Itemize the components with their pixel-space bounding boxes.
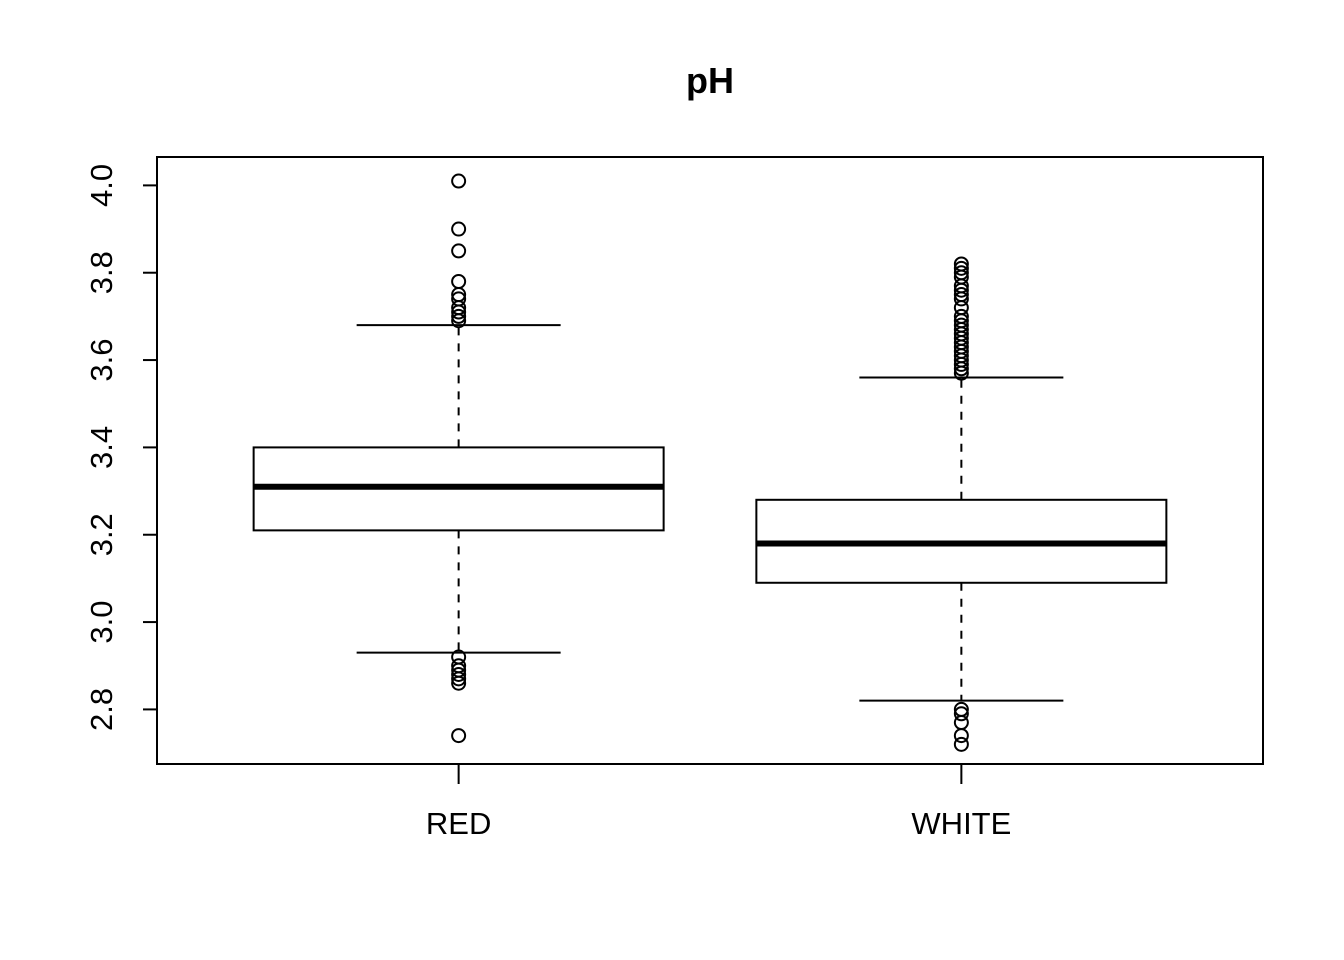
outlier-point — [451, 308, 467, 324]
box-group-red — [252, 173, 665, 744]
outlier-point — [451, 173, 467, 189]
boxes-layer — [252, 173, 1168, 752]
y-tick-label: 3.6 — [84, 339, 119, 382]
box-group-white — [755, 256, 1168, 752]
outlier-point — [451, 666, 467, 682]
x-axis: RED WHITE — [426, 764, 1011, 841]
outlier-point — [451, 728, 467, 744]
outlier-point — [953, 736, 969, 752]
x-tick-label: WHITE — [911, 806, 1011, 841]
outlier-point — [953, 260, 969, 276]
outlier-point — [953, 356, 969, 372]
y-tick-label: 2.8 — [84, 688, 119, 731]
y-axis: 2.8 3.0 3.2 3.4 3.6 3.8 4.0 — [84, 164, 158, 731]
outlier-point — [953, 365, 969, 381]
outlier-point — [953, 706, 969, 722]
y-tick-label: 3.0 — [84, 601, 119, 644]
outlier-point — [451, 675, 467, 691]
outlier-point — [953, 361, 969, 377]
outlier-point — [451, 221, 467, 237]
outlier-point — [953, 715, 969, 731]
y-tick-label: 4.0 — [84, 164, 119, 207]
outlier-point — [451, 304, 467, 320]
outlier-point — [451, 273, 467, 289]
chart-title: pH — [686, 60, 734, 101]
outlier-point — [451, 313, 467, 329]
x-tick-label: RED — [426, 806, 491, 841]
outlier-point — [451, 243, 467, 259]
outlier-point — [953, 728, 969, 744]
y-tick-label: 3.8 — [84, 251, 119, 294]
y-tick-label: 3.2 — [84, 513, 119, 556]
outlier-point — [953, 282, 969, 298]
outlier-point — [451, 671, 467, 687]
y-tick-label: 3.4 — [84, 426, 119, 469]
outlier-point — [953, 291, 969, 307]
